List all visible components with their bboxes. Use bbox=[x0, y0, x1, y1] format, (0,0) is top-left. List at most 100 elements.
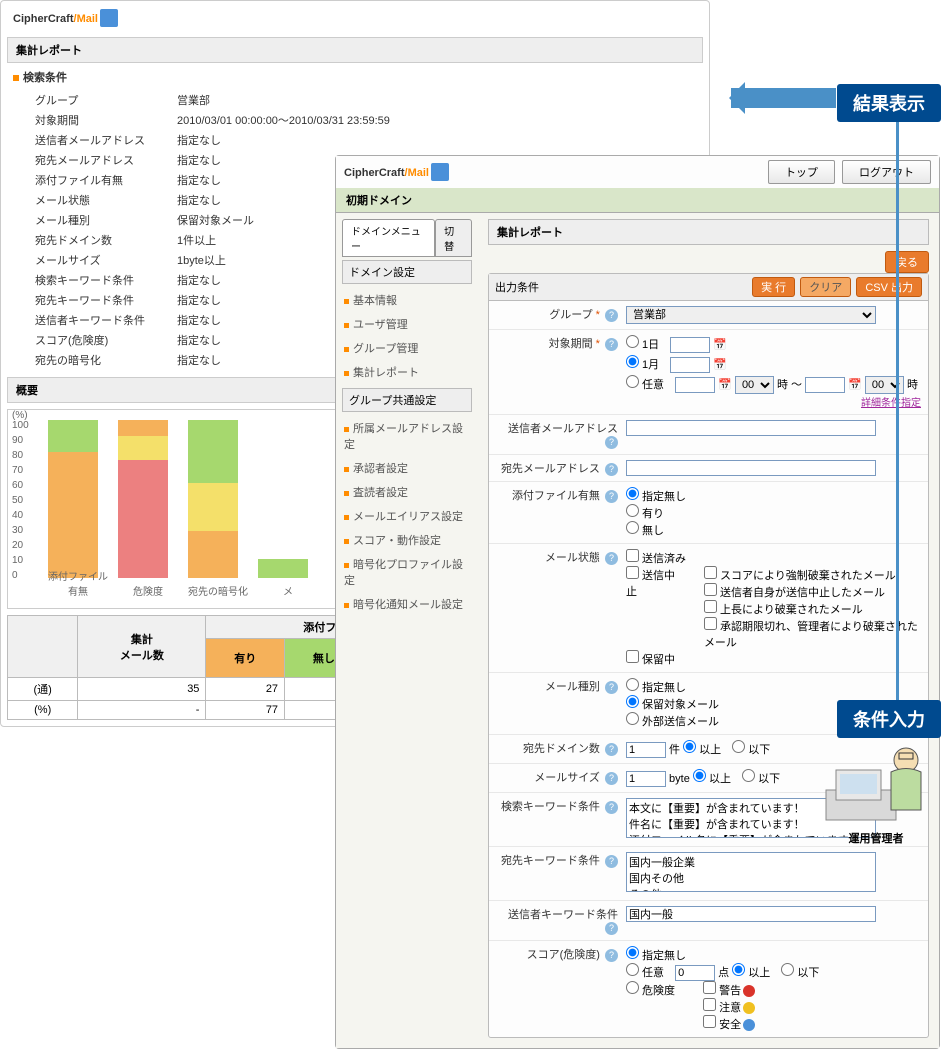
score-none[interactable] bbox=[626, 946, 639, 959]
help-icon[interactable]: ? bbox=[605, 463, 618, 476]
period-1day[interactable] bbox=[626, 335, 639, 348]
period-custom[interactable] bbox=[626, 375, 639, 388]
cond-label: メールサイズ bbox=[31, 251, 171, 269]
date-input[interactable] bbox=[670, 357, 710, 373]
skw-input[interactable] bbox=[626, 906, 876, 922]
cond-value: 指定なし bbox=[173, 131, 695, 149]
admin-label: 運用管理者 bbox=[821, 830, 931, 846]
kind-opt[interactable] bbox=[626, 712, 639, 725]
logo: CipherCraft/Mail bbox=[1, 1, 709, 31]
domain-header: 初期ドメイン bbox=[336, 188, 939, 213]
clear-button[interactable]: クリア bbox=[800, 277, 851, 297]
back-button[interactable]: 戻る bbox=[885, 251, 929, 273]
help-icon[interactable]: ? bbox=[605, 772, 618, 785]
sidebar-item[interactable]: 所属メールアドレス設定 bbox=[342, 416, 472, 456]
detail-link[interactable]: 詳細条件指定 bbox=[861, 394, 921, 409]
cond-label: 宛先の暗号化 bbox=[31, 351, 171, 369]
sidebar-item[interactable]: メールエイリアス設定 bbox=[342, 504, 472, 528]
run-button[interactable]: 実 行 bbox=[752, 277, 795, 297]
cond-label: 宛先ドメイン数 bbox=[31, 231, 171, 249]
size-input[interactable] bbox=[626, 771, 666, 787]
sidebar-item[interactable]: スコア・動作設定 bbox=[342, 528, 472, 552]
cond-label: メール状態 bbox=[31, 191, 171, 209]
help-icon[interactable]: ? bbox=[605, 681, 618, 694]
cond-label: 送信者キーワード条件 bbox=[31, 311, 171, 329]
attach-opt[interactable] bbox=[626, 504, 639, 517]
connector-line bbox=[896, 112, 899, 717]
help-icon[interactable]: ? bbox=[605, 338, 618, 351]
sidebar-item[interactable]: 査読者設定 bbox=[342, 480, 472, 504]
cond-label: 対象期間 bbox=[31, 111, 171, 129]
domcnt-rng[interactable] bbox=[683, 740, 696, 753]
dkw-textarea[interactable]: 国内一般企業 国内その他 その他 bbox=[626, 852, 876, 892]
help-icon[interactable]: ? bbox=[605, 552, 618, 565]
kind-opt[interactable] bbox=[626, 695, 639, 708]
bar-group: 宛先の暗号化 bbox=[188, 420, 238, 578]
help-icon[interactable]: ? bbox=[605, 949, 618, 962]
callout-input: 条件入力 bbox=[837, 700, 941, 738]
domcnt-rng[interactable] bbox=[732, 740, 745, 753]
help-icon[interactable]: ? bbox=[605, 922, 618, 935]
status-sent[interactable] bbox=[626, 549, 639, 562]
sidebar-item[interactable]: 承認者設定 bbox=[342, 456, 472, 480]
sender-input[interactable] bbox=[626, 420, 876, 436]
score-rng[interactable] bbox=[732, 963, 745, 976]
side-group-domain: ドメイン設定 bbox=[342, 260, 472, 284]
cond-label: メール種別 bbox=[31, 211, 171, 229]
score-level[interactable] bbox=[626, 981, 639, 994]
help-icon[interactable]: ? bbox=[605, 743, 618, 756]
status-sub[interactable] bbox=[704, 583, 717, 596]
cond-label: グループ bbox=[31, 91, 171, 109]
sidebar-item[interactable]: 暗号化プロファイル設定 bbox=[342, 552, 472, 592]
sidebar-item[interactable]: グループ管理 bbox=[342, 336, 472, 360]
date-input[interactable] bbox=[675, 377, 715, 393]
csv-button[interactable]: CSV 出力 bbox=[856, 277, 922, 297]
rcpt-input[interactable] bbox=[626, 460, 876, 476]
period-1month[interactable] bbox=[626, 355, 639, 368]
main-title: 集計レポート bbox=[488, 219, 929, 245]
hour-select[interactable]: 00 bbox=[735, 376, 774, 394]
sidebar: ドメインメニュー 切替 ドメイン設定 基本情報ユーザ管理グループ管理集計レポート… bbox=[336, 213, 478, 1048]
logout-button[interactable]: ログアウト bbox=[842, 160, 931, 184]
help-icon[interactable]: ? bbox=[605, 801, 618, 814]
tab-switch[interactable]: 切替 bbox=[435, 219, 472, 257]
cond-value: 営業部 bbox=[173, 91, 695, 109]
help-icon[interactable]: ? bbox=[605, 855, 618, 868]
date-input[interactable] bbox=[805, 377, 845, 393]
input-window: CipherCraft/Mail トップ ログアウト 初期ドメイン ドメインメニ… bbox=[335, 155, 940, 1049]
sidebar-item[interactable]: 基本情報 bbox=[342, 288, 472, 312]
cond-label: 宛先メールアドレス bbox=[31, 151, 171, 169]
attach-opt[interactable] bbox=[626, 487, 639, 500]
condition-panel: 出力条件 実 行 クリア CSV 出力 グループ * ?営業部対象期間 * ? … bbox=[488, 273, 929, 1038]
date-input[interactable] bbox=[670, 337, 710, 353]
score-rng[interactable] bbox=[781, 963, 794, 976]
bar-group: メ bbox=[258, 420, 308, 578]
kind-opt[interactable] bbox=[626, 678, 639, 691]
help-icon[interactable]: ? bbox=[605, 490, 618, 503]
size-rng[interactable] bbox=[742, 769, 755, 782]
sidebar-item[interactable]: 暗号化通知メール設定 bbox=[342, 592, 472, 616]
help-icon[interactable]: ? bbox=[605, 436, 618, 449]
status-pending[interactable] bbox=[626, 650, 639, 663]
tab-domain-menu[interactable]: ドメインメニュー bbox=[342, 219, 435, 257]
size-rng[interactable] bbox=[693, 769, 706, 782]
help-icon[interactable]: ? bbox=[605, 309, 618, 322]
group-select[interactable]: 営業部 bbox=[626, 306, 876, 324]
status-sub[interactable] bbox=[704, 617, 717, 630]
domcnt-input[interactable] bbox=[626, 742, 666, 758]
status-cancelled[interactable] bbox=[626, 566, 639, 579]
status-sub[interactable] bbox=[704, 566, 717, 579]
sidebar-item[interactable]: 集計レポート bbox=[342, 360, 472, 384]
score-lvl[interactable] bbox=[703, 981, 716, 994]
bar-group: 添付ファイル 有無 bbox=[48, 420, 98, 578]
status-sub[interactable] bbox=[704, 600, 717, 613]
search-cond-hdr: 検索条件 bbox=[13, 69, 697, 85]
score-lvl[interactable] bbox=[703, 1015, 716, 1028]
sidebar-item[interactable]: ユーザ管理 bbox=[342, 312, 472, 336]
attach-opt[interactable] bbox=[626, 521, 639, 534]
score-any[interactable] bbox=[626, 963, 639, 976]
mail-icon bbox=[431, 163, 449, 181]
score-lvl[interactable] bbox=[703, 998, 716, 1011]
top-button[interactable]: トップ bbox=[768, 160, 835, 184]
score-pt[interactable] bbox=[675, 965, 715, 981]
